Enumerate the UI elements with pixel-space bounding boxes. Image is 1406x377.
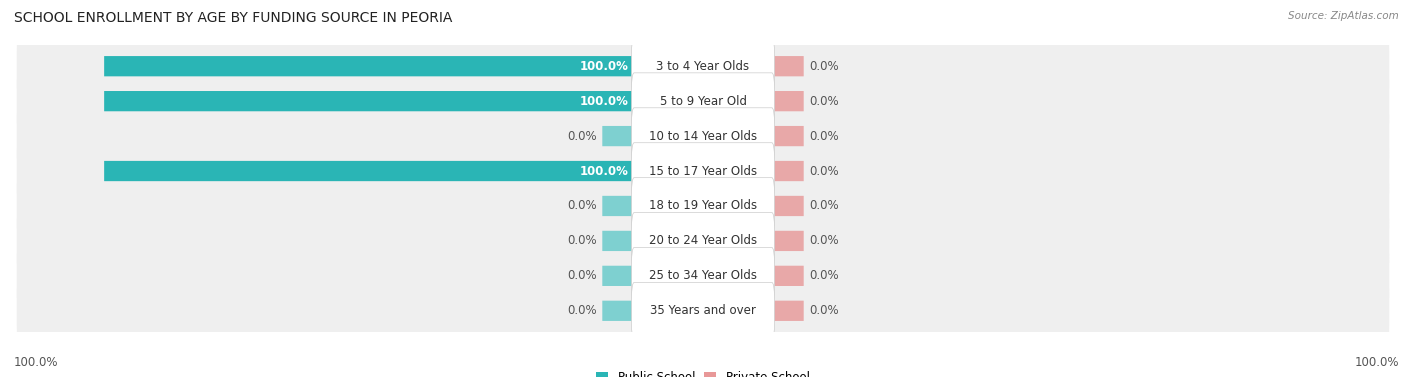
Text: 0.0%: 0.0% [808, 60, 838, 73]
FancyBboxPatch shape [772, 301, 804, 321]
FancyBboxPatch shape [602, 266, 634, 286]
Text: 100.0%: 100.0% [579, 95, 628, 108]
FancyBboxPatch shape [772, 161, 804, 181]
FancyBboxPatch shape [631, 213, 775, 269]
FancyBboxPatch shape [772, 231, 804, 251]
FancyBboxPatch shape [631, 143, 775, 199]
Text: 10 to 14 Year Olds: 10 to 14 Year Olds [650, 130, 756, 143]
Text: 100.0%: 100.0% [579, 60, 628, 73]
FancyBboxPatch shape [104, 161, 634, 181]
Text: 0.0%: 0.0% [808, 234, 838, 247]
FancyBboxPatch shape [104, 91, 634, 111]
FancyBboxPatch shape [17, 280, 1389, 342]
Text: 35 Years and over: 35 Years and over [650, 304, 756, 317]
FancyBboxPatch shape [17, 35, 1389, 97]
FancyBboxPatch shape [17, 105, 1389, 167]
FancyBboxPatch shape [17, 210, 1389, 272]
Text: 18 to 19 Year Olds: 18 to 19 Year Olds [650, 199, 756, 213]
FancyBboxPatch shape [772, 56, 804, 76]
Text: 100.0%: 100.0% [1354, 357, 1399, 369]
FancyBboxPatch shape [631, 38, 775, 95]
FancyBboxPatch shape [631, 178, 775, 234]
Text: 0.0%: 0.0% [808, 164, 838, 178]
FancyBboxPatch shape [17, 175, 1389, 237]
Text: 15 to 17 Year Olds: 15 to 17 Year Olds [650, 164, 756, 178]
Text: 0.0%: 0.0% [568, 234, 598, 247]
FancyBboxPatch shape [772, 266, 804, 286]
FancyBboxPatch shape [602, 301, 634, 321]
Text: 25 to 34 Year Olds: 25 to 34 Year Olds [650, 269, 756, 282]
FancyBboxPatch shape [772, 196, 804, 216]
Text: 5 to 9 Year Old: 5 to 9 Year Old [659, 95, 747, 108]
Text: 0.0%: 0.0% [568, 130, 598, 143]
Text: Source: ZipAtlas.com: Source: ZipAtlas.com [1288, 11, 1399, 21]
Text: 0.0%: 0.0% [568, 269, 598, 282]
FancyBboxPatch shape [17, 140, 1389, 202]
Text: 0.0%: 0.0% [808, 130, 838, 143]
FancyBboxPatch shape [602, 196, 634, 216]
FancyBboxPatch shape [602, 126, 634, 146]
FancyBboxPatch shape [602, 231, 634, 251]
FancyBboxPatch shape [772, 91, 804, 111]
Text: 0.0%: 0.0% [808, 269, 838, 282]
FancyBboxPatch shape [631, 73, 775, 129]
Text: 20 to 24 Year Olds: 20 to 24 Year Olds [650, 234, 756, 247]
Text: 0.0%: 0.0% [568, 199, 598, 213]
FancyBboxPatch shape [17, 245, 1389, 307]
Text: 100.0%: 100.0% [579, 164, 628, 178]
Text: 3 to 4 Year Olds: 3 to 4 Year Olds [657, 60, 749, 73]
Text: 100.0%: 100.0% [14, 357, 59, 369]
Text: 0.0%: 0.0% [808, 95, 838, 108]
FancyBboxPatch shape [631, 108, 775, 164]
FancyBboxPatch shape [631, 248, 775, 304]
FancyBboxPatch shape [104, 56, 634, 76]
Text: SCHOOL ENROLLMENT BY AGE BY FUNDING SOURCE IN PEORIA: SCHOOL ENROLLMENT BY AGE BY FUNDING SOUR… [14, 11, 453, 25]
Legend: Public School, Private School: Public School, Private School [592, 366, 814, 377]
Text: 0.0%: 0.0% [568, 304, 598, 317]
FancyBboxPatch shape [772, 126, 804, 146]
FancyBboxPatch shape [17, 70, 1389, 132]
Text: 0.0%: 0.0% [808, 199, 838, 213]
FancyBboxPatch shape [631, 282, 775, 339]
Text: 0.0%: 0.0% [808, 304, 838, 317]
